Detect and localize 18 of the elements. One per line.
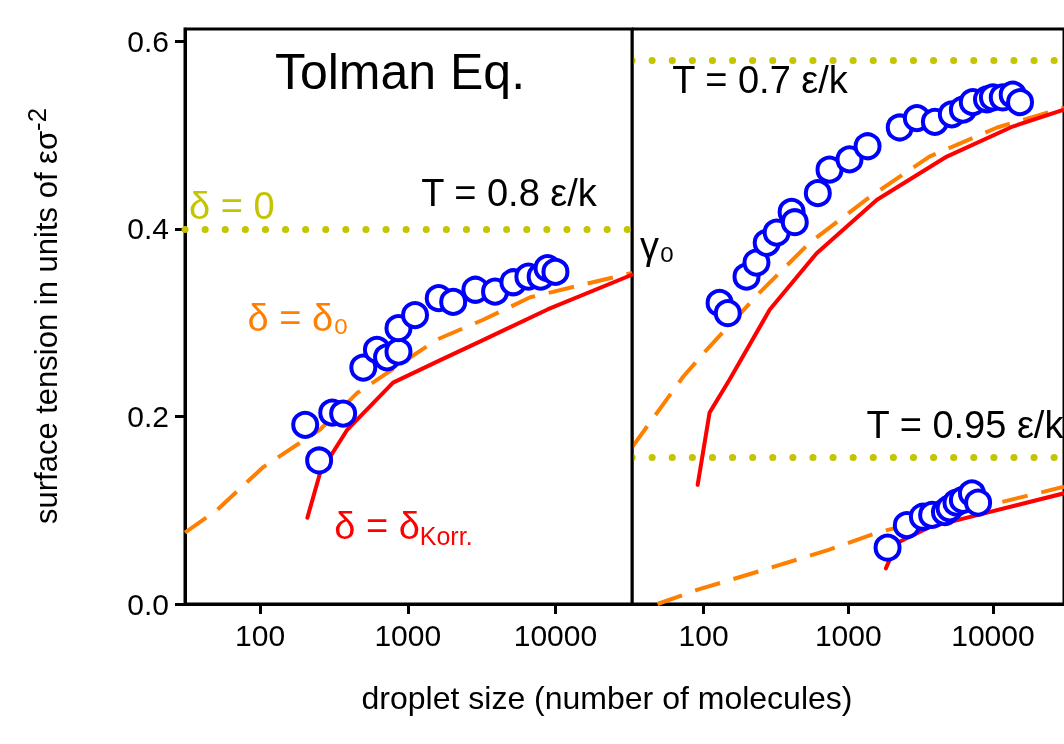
x-tick-label: 1000 xyxy=(814,618,882,652)
y-tick-label: 0.0 xyxy=(127,587,169,621)
annotation: T = 0.7 ε/k xyxy=(672,59,849,101)
series-label: δ = δ₀ xyxy=(247,296,349,339)
ref-line-label: δ = 0 xyxy=(189,184,275,227)
y-tick-label: 0.6 xyxy=(127,24,169,58)
x-tick-label: 100 xyxy=(235,618,286,652)
annotation: Tolman Eq. xyxy=(274,44,526,100)
annotation: T = 0.8 ε/k xyxy=(421,172,598,214)
x-axis-title: droplet size (number of molecules) xyxy=(360,679,854,718)
y-tick-label: 0.4 xyxy=(127,212,169,246)
y-tick-label: 0.2 xyxy=(127,399,169,433)
annotation: T = 0.95 ε/k xyxy=(866,404,1064,446)
x-tick-label: 10000 xyxy=(513,618,598,652)
x-tick-label: 10000 xyxy=(951,618,1035,652)
x-tick-label: 100 xyxy=(678,618,729,652)
x-tick-label: 1000 xyxy=(374,618,442,652)
annotation: γ₀ xyxy=(640,225,675,267)
